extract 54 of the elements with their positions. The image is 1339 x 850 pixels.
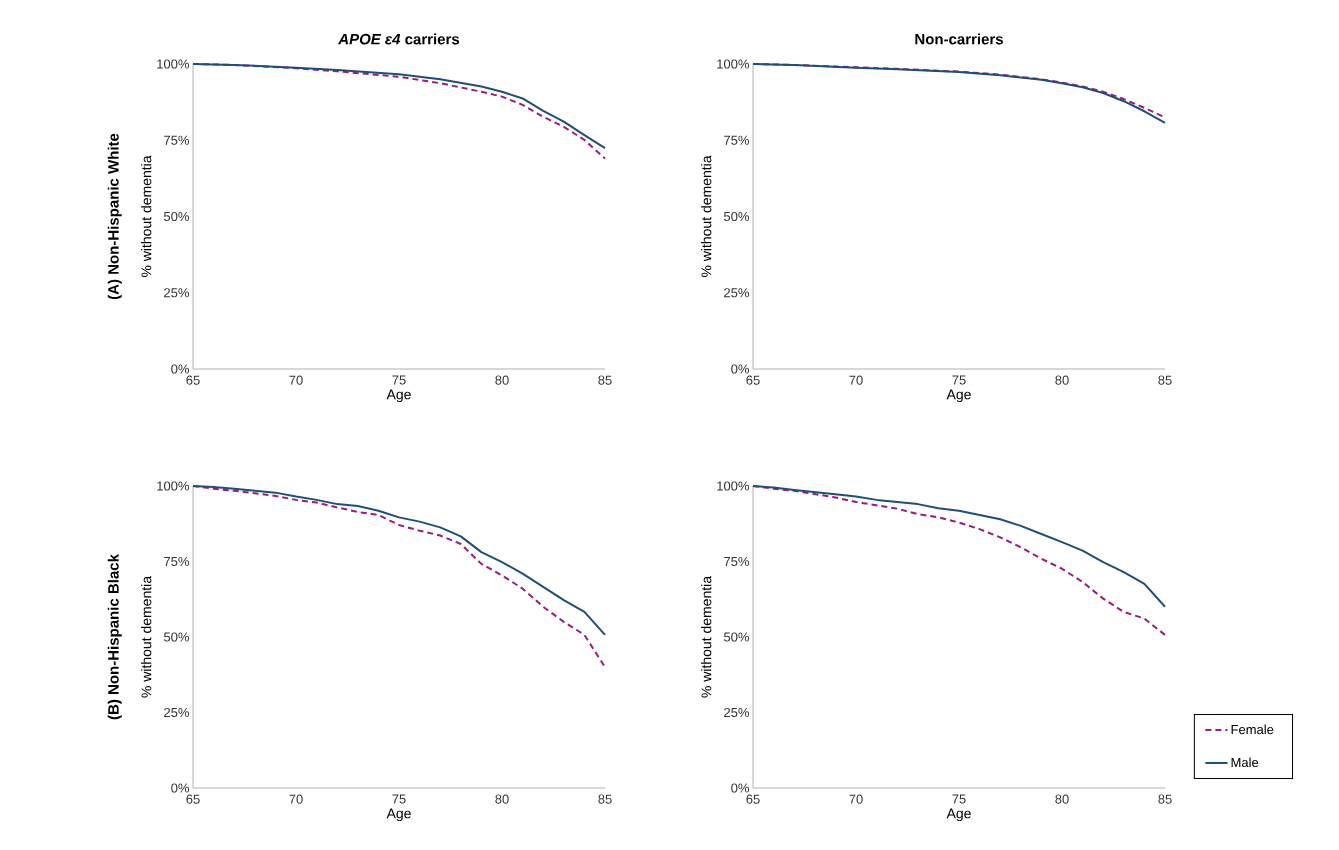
x-tick-label: 75 — [952, 375, 966, 385]
y-tick-label: 0% — [171, 783, 190, 793]
x-tick-label: 80 — [495, 794, 509, 804]
y-tick-label: 100% — [157, 59, 190, 69]
x-tick-label: 65 — [186, 794, 200, 804]
x-axis-title: Age — [386, 389, 411, 403]
y-tick-label: 75% — [724, 135, 750, 145]
y-tick-label: 50% — [163, 211, 190, 222]
y-tick-label: 0% — [731, 364, 750, 374]
x-tick-label: 85 — [598, 375, 612, 385]
chart-title: Non-carriers — [915, 33, 1003, 45]
x-tick-label: 70 — [849, 375, 863, 385]
x-axis-title: Age — [946, 808, 971, 822]
x-tick-label: 70 — [849, 794, 863, 804]
x-tick-label: 70 — [289, 794, 303, 804]
y-tick-label: 25% — [724, 707, 750, 718]
x-tick-label: 75 — [392, 375, 406, 385]
y-tick-label: 0% — [731, 783, 750, 793]
y-tick-label: 100% — [157, 481, 190, 491]
legend-label: Female — [1231, 724, 1274, 735]
x-tick-label: 85 — [1158, 375, 1172, 385]
x-tick-label: 85 — [598, 794, 612, 804]
text: (B) Non-Hispanic Black — [107, 554, 122, 720]
y-tick-label: 50% — [163, 632, 190, 642]
x-tick-label: 80 — [495, 375, 509, 385]
x-tick-label: 65 — [746, 794, 760, 804]
y-tick-label: 50% — [723, 211, 750, 222]
y-tick-label: 0% — [171, 364, 190, 374]
x-tick-label: 65 — [186, 375, 200, 385]
y-axis-title: % without dementia — [701, 155, 712, 278]
x-axis-title: Age — [386, 808, 411, 822]
x-tick-label: 65 — [746, 375, 760, 385]
x-tick-label: 75 — [392, 794, 406, 804]
y-tick-label: 100% — [717, 481, 750, 491]
y-tick-label: 25% — [164, 288, 190, 298]
y-tick-label: 100% — [717, 59, 750, 69]
y-axis-title: % without dementia — [141, 575, 152, 698]
y-axis-title: % without dementia — [141, 155, 152, 278]
y-tick-label: 50% — [723, 632, 750, 642]
x-tick-label: 70 — [289, 375, 303, 385]
x-tick-label: 85 — [1158, 794, 1172, 804]
x-axis-title: Age — [946, 389, 971, 403]
y-tick-label: 75% — [724, 556, 750, 567]
legend-label: Male — [1231, 757, 1259, 768]
chart-title: APOE ε4 carriers — [337, 33, 460, 45]
y-tick-label: 25% — [164, 707, 190, 718]
x-tick-label: 80 — [1055, 375, 1069, 385]
y-tick-label: 75% — [164, 556, 190, 567]
y-tick-label: 25% — [724, 288, 750, 298]
x-tick-label: 80 — [1055, 794, 1069, 804]
text: (A) Non-Hispanic White — [107, 133, 122, 300]
y-axis-title: % without dementia — [701, 575, 712, 698]
y-tick-label: 75% — [164, 135, 190, 145]
x-tick-label: 75 — [952, 794, 966, 804]
